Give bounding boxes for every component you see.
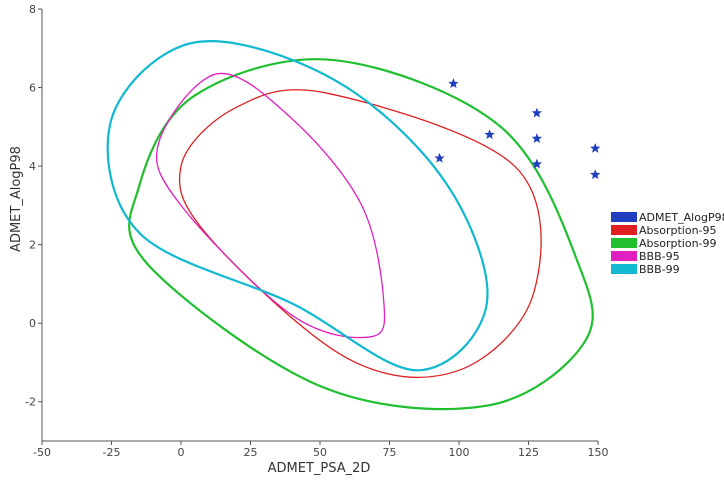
ellipse-bbb-99: [106, 40, 489, 372]
x-tick-label: 75: [383, 446, 397, 459]
y-ticks: -2 0 2 4 6 8: [25, 3, 42, 409]
ellipse-absorption-95: [178, 89, 542, 378]
y-tick-label: 8: [29, 3, 36, 16]
y-tick-label: 2: [29, 239, 36, 252]
legend: ADMET_AlogP98Absorption-95Absorption-99B…: [611, 211, 724, 276]
y-tick-label: 4: [29, 160, 36, 173]
axes: -50 -25 0 25 50 75 100 125 150 -2 0 2 4 6 8: [25, 3, 608, 459]
y-axis-title: ADMET_AlogP98: [9, 146, 24, 252]
x-tick-label: -50: [33, 446, 51, 459]
scatter-point: [484, 129, 495, 140]
legend-label: Absorption-99: [639, 237, 717, 250]
ellipse-layer: [106, 40, 594, 411]
legend-swatch: [611, 264, 637, 274]
x-tick-label: -25: [103, 446, 121, 459]
scatter-point: [448, 78, 459, 89]
scatter-point: [590, 169, 601, 180]
legend-swatch: [611, 225, 637, 235]
scatter-point: [531, 158, 542, 169]
legend-swatch: [611, 238, 637, 248]
legend-swatch: [611, 212, 637, 222]
scatter-point: [590, 143, 601, 153]
legend-label: BBB-99: [639, 263, 680, 276]
scatter-point: [531, 107, 542, 118]
legend-swatch: [611, 251, 637, 261]
x-tick-label: 25: [244, 446, 258, 459]
x-tick-label: 100: [449, 446, 470, 459]
ellipse-bbb-95: [155, 72, 386, 339]
x-tick-label: 125: [518, 446, 539, 459]
y-tick-label: -2: [25, 396, 36, 409]
scatter-point: [531, 133, 542, 143]
x-tick-label: 50: [313, 446, 327, 459]
y-tick-label: 6: [29, 82, 36, 95]
x-tick-label: 0: [178, 446, 185, 459]
legend-label: Absorption-95: [639, 224, 717, 237]
scatter-point: [434, 152, 445, 163]
ellipse-absorption-99: [128, 58, 594, 411]
scatter-point-layer: [434, 78, 601, 180]
legend-label: ADMET_AlogP98: [639, 211, 724, 224]
x-tick-label: 150: [588, 446, 609, 459]
legend-label: BBB-95: [639, 250, 680, 263]
y-tick-label: 0: [29, 317, 36, 330]
x-ticks: -50 -25 0 25 50 75 100 125 150: [33, 441, 609, 459]
x-axis-title: ADMET_PSA_2D: [268, 461, 371, 476]
